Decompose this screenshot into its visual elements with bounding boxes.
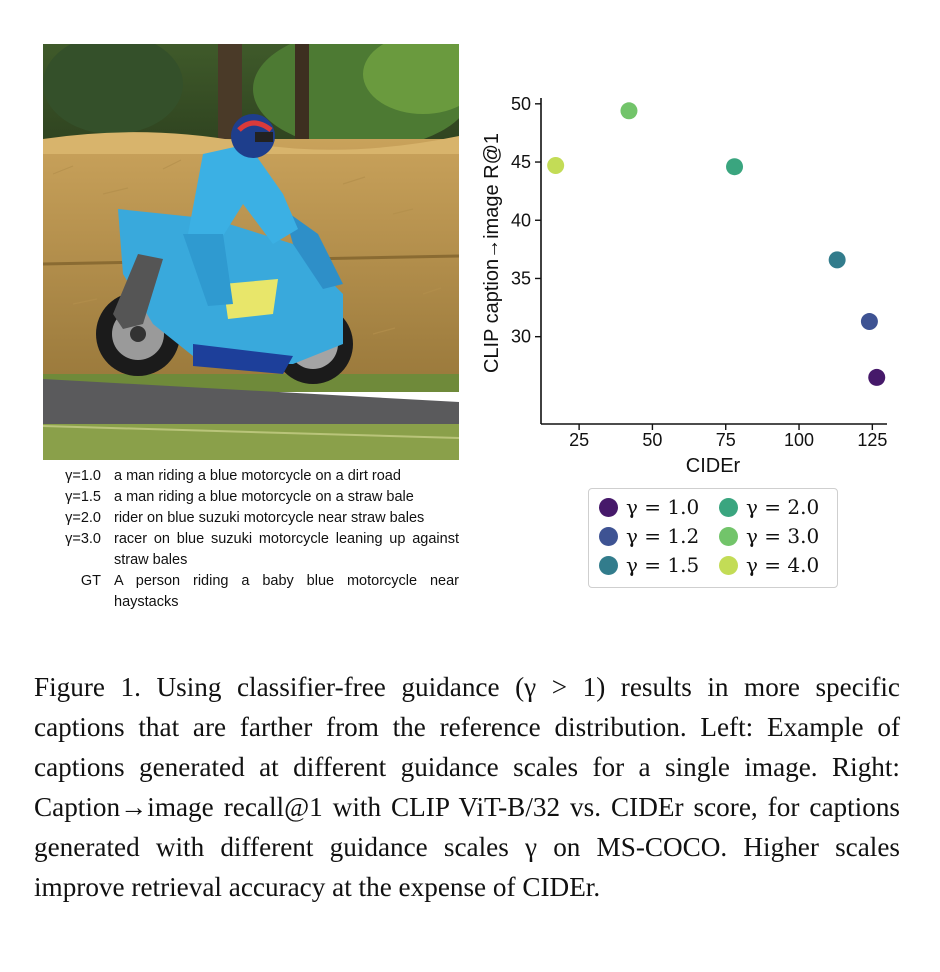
motorcycle-photo bbox=[43, 44, 459, 460]
legend-marker bbox=[719, 555, 738, 575]
legend-item: γ = 1.2 bbox=[599, 524, 699, 548]
caption-row: γ=3.0 racer on blue suzuki motorcycle le… bbox=[43, 529, 459, 571]
caption-text: rider on blue suzuki motorcycle near str… bbox=[114, 510, 425, 526]
legend-marker bbox=[599, 555, 618, 575]
guidance-label: γ=2.0 bbox=[65, 510, 101, 526]
chart-legend: γ = 1.0 γ = 1.2 γ = 1.5 γ = 2.0 γ = 3.0 γ = 4… bbox=[588, 488, 838, 588]
legend-marker bbox=[599, 497, 618, 517]
y-tick-label: 45 bbox=[511, 152, 531, 172]
data-point bbox=[868, 368, 886, 386]
chart-ticks: 25 50 75 100 125 30 35 40 45 50 bbox=[511, 94, 887, 450]
x-tick-label: 75 bbox=[716, 430, 736, 450]
caption-row: γ=2.0 rider on blue suzuki motorcycle ne… bbox=[43, 508, 459, 529]
caption-text: A person riding a baby blue motorcycle n… bbox=[114, 573, 459, 610]
scatter-chart: 25 50 75 100 125 30 35 40 45 50 CIDEr CLIP captio… bbox=[481, 94, 887, 477]
y-tick-label: 50 bbox=[511, 94, 531, 114]
legend-item: γ = 4.0 bbox=[719, 553, 819, 577]
legend-label: γ = 1.5 bbox=[626, 553, 700, 577]
caption-row: γ=1.0 a man riding a blue motorcycle on … bbox=[43, 466, 459, 487]
x-tick-label: 100 bbox=[784, 430, 814, 450]
figure-caption: Figure 1. Using classifier-free guidance… bbox=[34, 672, 900, 902]
caption-text: a man riding a blue motorcycle on a stra… bbox=[114, 489, 414, 505]
y-tick-label: 30 bbox=[511, 327, 531, 347]
caption-examples: γ=1.0 a man riding a blue motorcycle on … bbox=[43, 466, 459, 613]
caption-text: racer on blue suzuki motorcycle leaning … bbox=[114, 531, 459, 568]
guidance-label: GT bbox=[80, 573, 101, 589]
x-tick-label: 125 bbox=[857, 430, 887, 450]
data-point bbox=[726, 158, 744, 176]
legend-item: γ = 1.0 bbox=[599, 495, 699, 519]
legend-label: γ = 1.2 bbox=[626, 524, 700, 548]
legend-marker bbox=[719, 526, 738, 546]
data-point bbox=[860, 313, 878, 331]
guidance-label: γ=3.0 bbox=[65, 531, 101, 547]
data-point bbox=[620, 102, 638, 120]
y-axis-label: CLIP caption→image R@1 bbox=[481, 133, 503, 373]
legend-item: γ = 2.0 bbox=[719, 495, 819, 519]
guidance-label: γ=1.5 bbox=[65, 489, 101, 505]
caption-row: γ=1.5 a man riding a blue motorcycle on … bbox=[43, 487, 459, 508]
legend-item: γ = 1.5 bbox=[599, 553, 699, 577]
caption-text: a man riding a blue motorcycle on a dirt… bbox=[114, 468, 401, 484]
legend-label: γ = 3.0 bbox=[746, 524, 820, 548]
chart-axes bbox=[540, 98, 887, 425]
x-tick-label: 50 bbox=[642, 430, 662, 450]
legend-label: γ = 2.0 bbox=[746, 495, 820, 519]
data-point bbox=[828, 251, 846, 269]
guidance-label: γ=1.0 bbox=[65, 468, 101, 484]
legend-label: γ = 4.0 bbox=[746, 553, 820, 577]
legend-label: γ = 1.0 bbox=[626, 495, 700, 519]
y-tick-label: 40 bbox=[511, 210, 531, 230]
x-tick-label: 25 bbox=[569, 430, 589, 450]
legend-item: γ = 3.0 bbox=[719, 524, 819, 548]
caption-row: GT A person riding a baby blue motorcycl… bbox=[43, 571, 459, 613]
legend-marker bbox=[719, 497, 738, 517]
legend-marker bbox=[599, 526, 618, 546]
chart-points bbox=[547, 102, 886, 386]
x-axis-label: CIDEr bbox=[686, 455, 741, 477]
y-tick-label: 35 bbox=[511, 268, 531, 288]
data-point bbox=[547, 157, 565, 175]
